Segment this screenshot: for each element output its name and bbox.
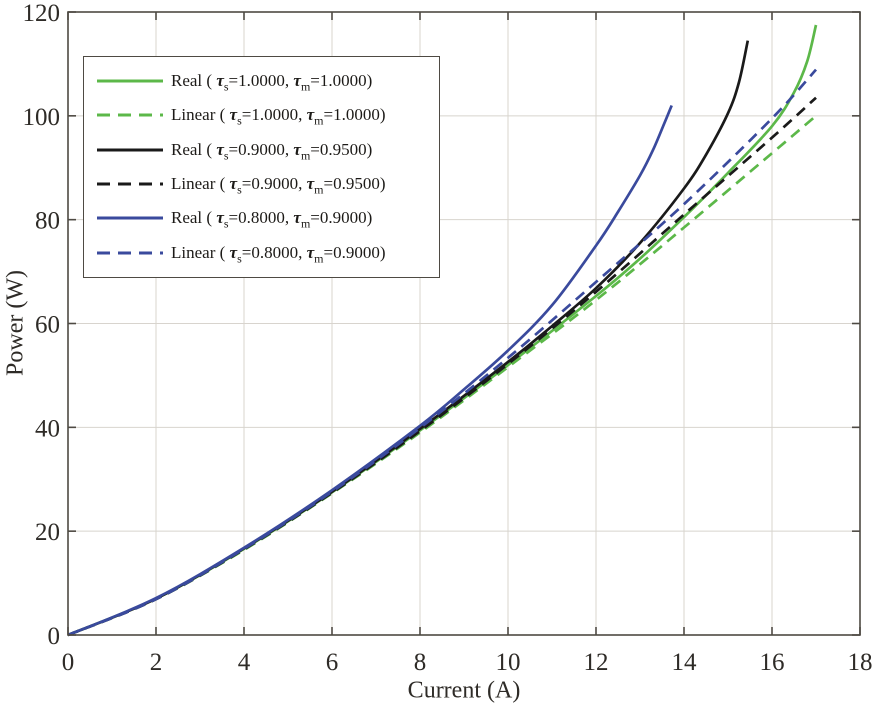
legend-label: Real ( τs=0.8000, τm=0.9000) <box>171 208 373 231</box>
x-tick-label: 8 <box>414 649 427 676</box>
legend-item: Real ( τs=0.8000, τm=0.9000) <box>96 208 439 231</box>
x-tick-label: 14 <box>672 649 698 676</box>
legend-line-sample <box>97 79 163 83</box>
legend-label: Linear ( τs=0.8000, τm=0.9000) <box>171 242 386 266</box>
y-tick-label: 0 <box>48 623 61 650</box>
legend-item: Real ( τs=1.0000, τm=1.0000) <box>96 71 439 94</box>
legend-label: Linear ( τs=1.0000, τm=1.0000) <box>171 105 386 128</box>
legend-line-sample <box>97 182 163 186</box>
legend-box: Real ( τs=1.0000, τm=1.0000) Linear ( τs=… <box>83 56 440 278</box>
x-tick-label: 16 <box>760 649 785 676</box>
legend-label: Real ( τs=0.9000, τm=0.9500) <box>171 139 373 163</box>
legend-item: Real ( τs=0.9000, τm=0.9500) <box>96 139 439 163</box>
y-tick-label: 80 <box>35 208 60 235</box>
x-tick-label: 4 <box>238 649 251 676</box>
legend-line-sample <box>97 148 163 152</box>
x-tick-label: 6 <box>326 649 339 676</box>
legend-label: Linear ( τs=0.9000, τm=0.9500) <box>171 174 386 197</box>
x-tick-label: 0 <box>62 649 75 676</box>
x-tick-label: 10 <box>496 649 521 676</box>
curve-linear-ts-0.8000-tm-0.9000 <box>67 68 818 637</box>
y-axis-label: Power (W) <box>2 270 29 376</box>
legend-label: Real ( τs=1.0000, τm=1.0000) <box>171 71 373 94</box>
legend-line-sample <box>97 216 163 220</box>
y-tick-label: 120 <box>23 0 61 27</box>
x-tick-label: 12 <box>584 649 609 676</box>
x-tick-label: 18 <box>848 649 873 676</box>
legend-item: Linear ( τs=0.9000, τm=0.9500) <box>96 174 439 197</box>
y-tick-label: 60 <box>35 312 60 339</box>
legend-line-sample <box>97 113 163 117</box>
curve-real-ts-0.8000-tm-0.9000 <box>67 104 673 637</box>
legend-item: Linear ( τs=0.8000, τm=0.9000) <box>96 242 439 266</box>
y-tick-label: 20 <box>35 519 60 546</box>
x-axis-label: Current (A) <box>407 677 521 704</box>
legend-line-sample <box>97 251 163 255</box>
y-tick-label: 100 <box>23 104 61 131</box>
y-tick-label: 40 <box>35 415 60 442</box>
x-tick-label: 2 <box>150 649 163 676</box>
legend-item: Linear ( τs=1.0000, τm=1.0000) <box>96 105 439 128</box>
